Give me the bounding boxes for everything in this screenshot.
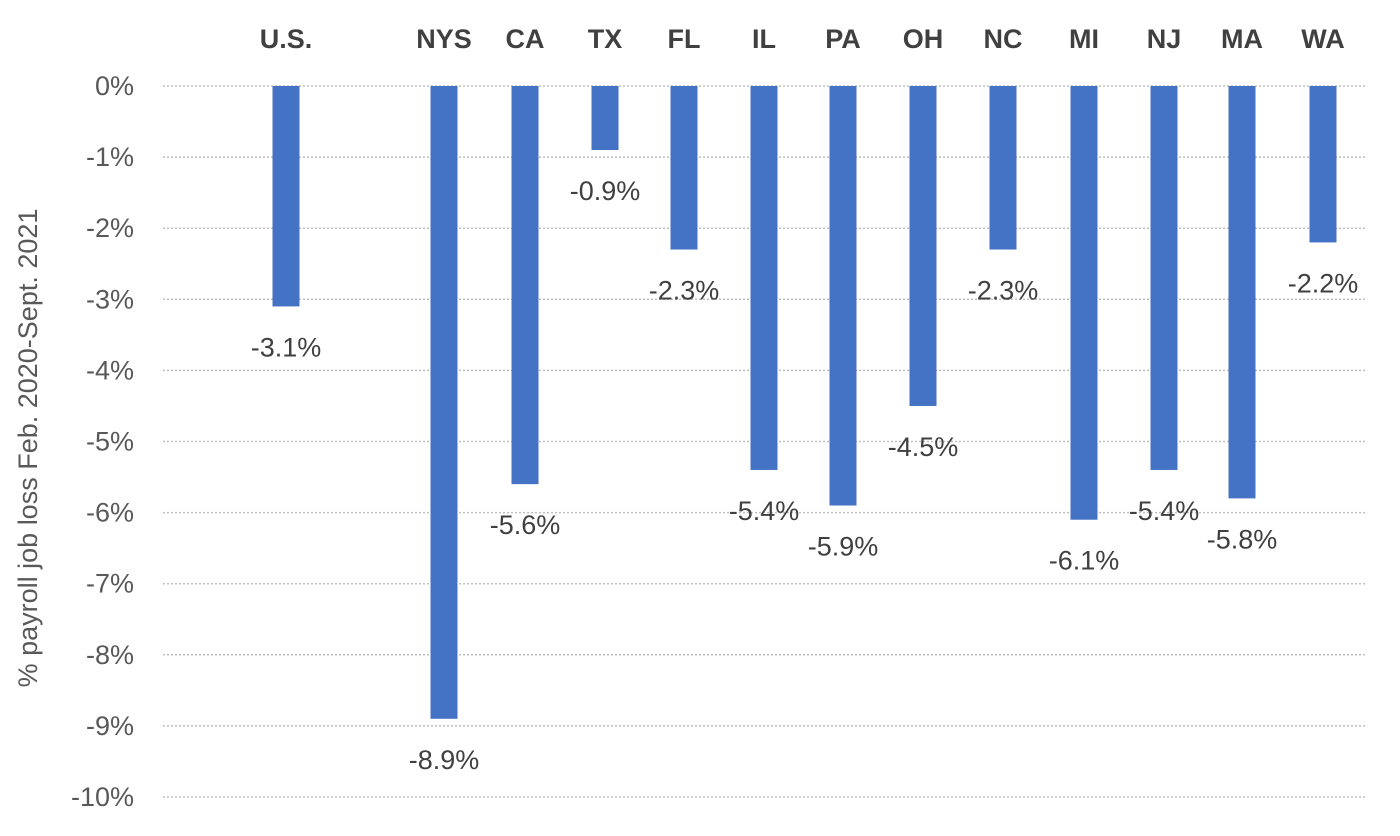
y-tick-label: -6% <box>86 498 134 528</box>
y-tick-label: -2% <box>86 213 134 243</box>
y-tick-label: -8% <box>86 640 134 670</box>
category-label: FL <box>668 24 701 54</box>
data-labels: -3.1% -8.9% -5.6% -0.9% -2.3% -5.4% -5.9% -4.5%… <box>251 176 1359 775</box>
y-tick-labels: 0% -1% -2% -3% -4% -5% -6% -7% -8% -9% -10% <box>71 71 134 812</box>
y-tick-label: -5% <box>86 427 134 457</box>
bar <box>430 86 458 719</box>
data-label: -5.9% <box>808 531 879 561</box>
category-label: OH <box>903 24 944 54</box>
category-label: MI <box>1069 24 1099 54</box>
category-label: PA <box>825 24 861 54</box>
data-label: -5.8% <box>1207 524 1278 554</box>
data-label: -0.9% <box>570 176 641 206</box>
y-axis-title: % payroll job loss Feb. 2020-Sept. 2021 <box>13 209 43 688</box>
data-label: -6.1% <box>1049 546 1120 576</box>
category-label: TX <box>588 24 623 54</box>
category-labels: U.S. NYS CA TX FL IL PA OH NC MI NJ MA WA <box>260 24 1345 54</box>
data-label: -2.3% <box>968 276 1039 306</box>
category-label: NC <box>984 24 1023 54</box>
data-label: -3.1% <box>251 332 322 362</box>
category-label: WA <box>1301 24 1345 54</box>
category-label: CA <box>506 24 545 54</box>
bar <box>829 86 857 506</box>
bar <box>909 86 937 406</box>
bar <box>750 86 778 470</box>
bar <box>1309 86 1337 243</box>
bar <box>272 86 300 307</box>
category-label: NYS <box>416 24 472 54</box>
bar <box>591 86 619 150</box>
bar <box>989 86 1017 250</box>
data-label: -5.6% <box>490 510 561 540</box>
bar <box>1228 86 1256 499</box>
category-label: MA <box>1221 24 1263 54</box>
bar <box>1150 86 1178 470</box>
y-tick-label: -9% <box>86 711 134 741</box>
category-label: NJ <box>1147 24 1182 54</box>
y-tick-label: -10% <box>71 782 134 812</box>
y-tick-label: -1% <box>86 142 134 172</box>
data-label: -4.5% <box>888 432 959 462</box>
category-label: IL <box>752 24 776 54</box>
data-label: -2.3% <box>649 276 720 306</box>
data-label: -5.4% <box>729 496 800 526</box>
category-label: U.S. <box>260 24 313 54</box>
bar <box>511 86 539 485</box>
bar <box>670 86 698 250</box>
bars <box>272 86 1337 719</box>
data-label: -5.4% <box>1129 496 1200 526</box>
y-tick-label: -3% <box>86 284 134 314</box>
data-label: -2.2% <box>1288 268 1359 298</box>
y-tick-label: -4% <box>86 355 134 385</box>
data-label: -8.9% <box>409 745 480 775</box>
y-tick-label: -7% <box>86 569 134 599</box>
bar <box>1070 86 1098 520</box>
y-tick-label: 0% <box>95 71 134 101</box>
